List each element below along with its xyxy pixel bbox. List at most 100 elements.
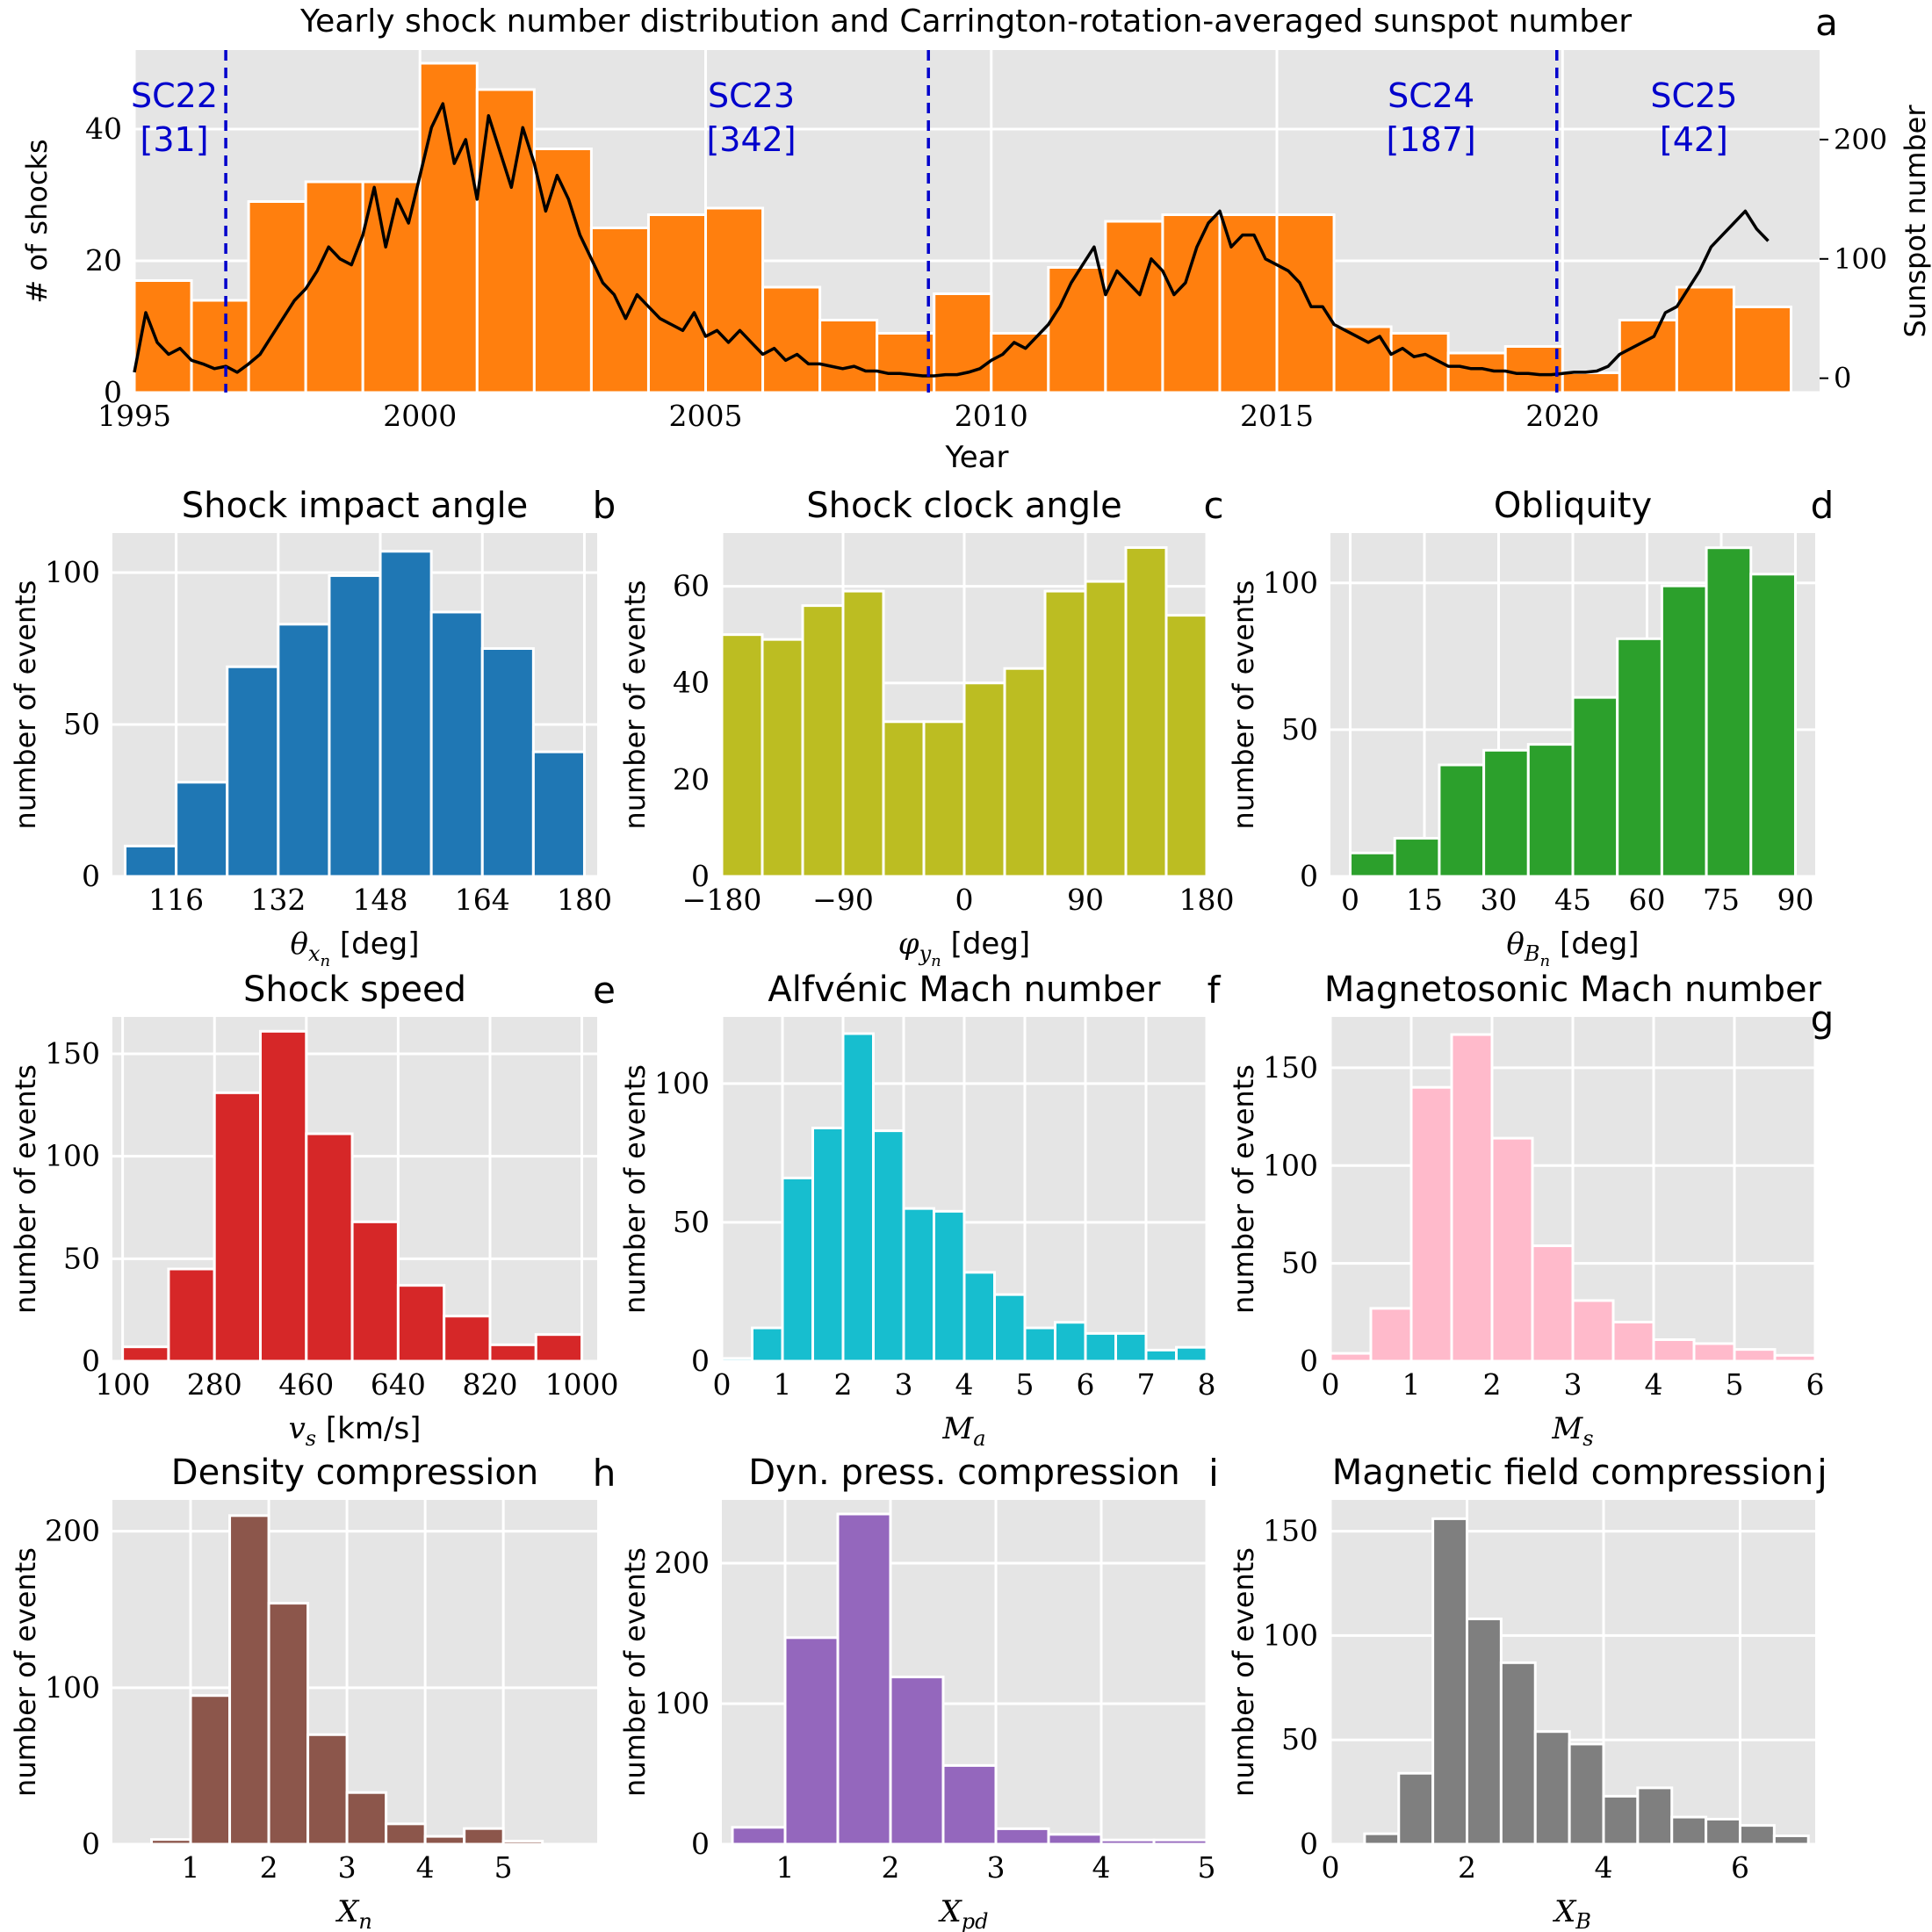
axis-label-y: # of shocks (20, 139, 54, 303)
axis-label-right: Sunspot number (1899, 105, 1932, 338)
axis-label-x: θBn [deg] (1506, 926, 1639, 970)
bar (1175, 1345, 1208, 1363)
bar (962, 681, 1006, 878)
bar (1349, 851, 1396, 878)
bar (1503, 345, 1564, 394)
panel-d: 0 15 30 45 60 75 90 0 50 100 Obliquity θBn [deg] num… (1227, 484, 1834, 970)
bar (1161, 213, 1222, 394)
bars-f (720, 1032, 1208, 1363)
panel-i: 1 2 3 4 5 0 100 200 Dyn. press. compression Xpd nu… (618, 1452, 1219, 1932)
bars-c (720, 546, 1208, 878)
tick-label-y: 0 (691, 1827, 710, 1861)
bar (228, 1514, 270, 1846)
tick-label-x: 640 (371, 1367, 426, 1402)
tick-label-x: 2 (882, 1850, 900, 1885)
tick-label-x: 3 (895, 1367, 913, 1402)
bar (213, 1091, 263, 1363)
bar (1099, 1838, 1156, 1846)
bar (167, 1267, 216, 1363)
bar (1568, 1742, 1605, 1846)
panel-letter: i (1208, 1452, 1219, 1495)
axis-label-y: number of events (618, 1547, 652, 1797)
tick-label-y: 50 (1281, 712, 1318, 746)
chart-title: Density compression (171, 1453, 538, 1493)
axis-label-x: Year (945, 440, 1009, 475)
bar (1084, 580, 1128, 878)
tick-label-y: 0 (1300, 859, 1318, 893)
bar (751, 1326, 784, 1363)
cycle-label: SC24 (1388, 76, 1474, 115)
tick-label-y: 0 (104, 375, 122, 409)
tick-label-y: 100 (1263, 1148, 1318, 1182)
bar (1446, 351, 1507, 394)
tick-label-x: 7 (1137, 1367, 1156, 1402)
bar (1705, 1817, 1741, 1846)
bars-j (1363, 1517, 1810, 1846)
bar (267, 1602, 310, 1846)
tick-label-x: 1995 (97, 399, 171, 433)
bar (1465, 1617, 1503, 1846)
cycle-label: SC25 (1650, 76, 1737, 115)
tick-label-x: 1 (774, 1367, 792, 1402)
bar (801, 604, 845, 878)
bar (889, 1676, 945, 1846)
tick-label-x: 1 (1402, 1367, 1421, 1402)
tick-label-y: 200 (45, 1514, 100, 1548)
bar (480, 646, 535, 878)
bar (994, 1827, 1050, 1846)
bar (226, 665, 280, 878)
bar (990, 332, 1050, 394)
bar (1363, 1832, 1401, 1846)
tick-label-y: 0 (82, 859, 100, 893)
cycle-label: SC23 (708, 76, 795, 115)
bar (304, 180, 364, 394)
bar (1571, 696, 1619, 878)
axis-label-y: number of events (9, 1547, 42, 1797)
axis-label-x: Ma (941, 1411, 985, 1451)
panel-letter: g (1811, 998, 1835, 1041)
bar (1772, 1834, 1810, 1846)
bars-a (133, 61, 1792, 394)
panel-letter: c (1203, 484, 1223, 527)
bar (305, 1132, 354, 1363)
tick-label-y: 200 (654, 1546, 710, 1580)
bar (501, 1839, 544, 1846)
tick-label-right: 200 (1834, 123, 1887, 156)
panel-e: 100 280 460 640 820 1000 0 50 100 150 Shock speed v… (9, 969, 619, 1451)
bar (378, 550, 433, 878)
bar (993, 1293, 1027, 1363)
bar (1144, 1348, 1178, 1363)
bar (1431, 1517, 1468, 1846)
bar (1329, 1352, 1373, 1363)
bar (1749, 573, 1797, 878)
bar (350, 1220, 400, 1363)
chart-title: Magnetic field compression (1332, 1453, 1814, 1493)
tick-label-x: 15 (1406, 883, 1443, 917)
panel-h: 1 2 3 4 5 0 100 200 Density compression Xn number … (9, 1452, 616, 1932)
cycle-label: SC22 (131, 76, 218, 115)
bar (121, 1345, 170, 1363)
axis-label-x: θxn [deg] (290, 926, 419, 970)
bar (259, 1029, 308, 1363)
bar (1054, 1321, 1087, 1363)
tick-label-y: 100 (45, 555, 100, 589)
axis-label-x: vs [km/s] (289, 1411, 422, 1451)
bar (1602, 1794, 1640, 1846)
tick-label-y: 40 (85, 112, 122, 146)
bar (933, 292, 993, 394)
bar (761, 285, 822, 394)
tick-label-x: 132 (250, 883, 306, 917)
tick-label-x: 6 (1806, 1367, 1825, 1402)
bars-b (124, 550, 586, 878)
bars-h (150, 1514, 544, 1846)
bar (1526, 743, 1575, 878)
bar (1733, 1348, 1777, 1363)
tick-label-x: −90 (812, 883, 874, 917)
axis-label-y: number of events (1227, 1064, 1260, 1314)
axis-label-y: number of events (9, 580, 42, 830)
bar (1114, 1331, 1148, 1363)
bar (1670, 1815, 1708, 1846)
bar (1652, 1338, 1696, 1363)
tick-label-y: 0 (691, 859, 710, 893)
bar (1499, 1661, 1537, 1846)
